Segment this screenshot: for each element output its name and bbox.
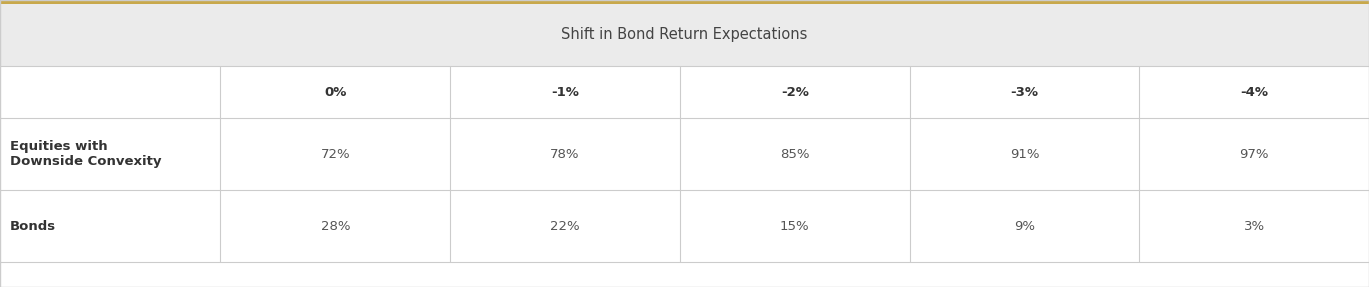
Text: 9%: 9% — [1014, 220, 1035, 232]
Text: 3%: 3% — [1243, 220, 1265, 232]
Text: -4%: -4% — [1240, 86, 1268, 98]
Bar — [0, 4, 1369, 66]
Text: -1%: -1% — [552, 86, 579, 98]
Text: 15%: 15% — [780, 220, 809, 232]
Text: -2%: -2% — [780, 86, 809, 98]
Text: 85%: 85% — [780, 148, 809, 160]
Text: 22%: 22% — [550, 220, 580, 232]
Bar — [0, 118, 1369, 190]
Text: 91%: 91% — [1010, 148, 1039, 160]
Text: 97%: 97% — [1239, 148, 1269, 160]
Text: 28%: 28% — [320, 220, 350, 232]
Bar — [0, 0, 1369, 4]
Text: 78%: 78% — [550, 148, 579, 160]
Text: 0%: 0% — [324, 86, 346, 98]
Bar — [0, 66, 1369, 118]
Text: Equities with
Downside Convexity: Equities with Downside Convexity — [10, 140, 162, 168]
Text: Bonds: Bonds — [10, 220, 56, 232]
Text: -3%: -3% — [1010, 86, 1039, 98]
Text: Shift in Bond Return Expectations: Shift in Bond Return Expectations — [561, 28, 808, 42]
Bar — [0, 190, 1369, 262]
Text: 72%: 72% — [320, 148, 350, 160]
